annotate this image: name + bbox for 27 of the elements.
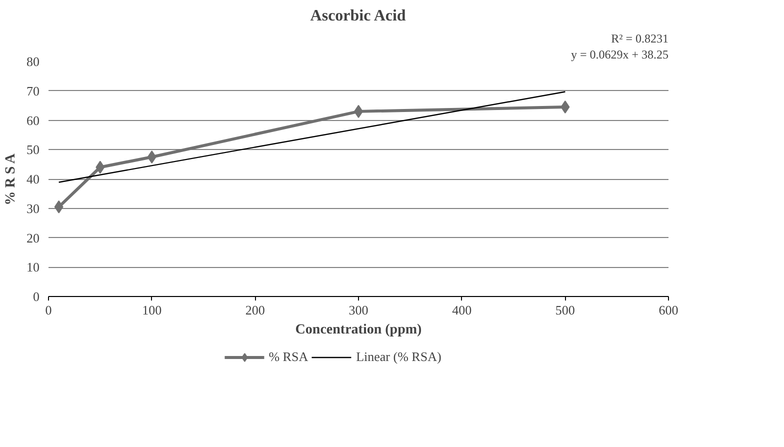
point [96,160,105,174]
x-tick-label: 400 [452,302,472,318]
x-axis-title: Concentration (ppm) [295,322,422,338]
point [54,200,64,214]
y-tick-label: 10 [26,260,40,275]
y-tick-label: 40 [26,172,40,186]
y-tick-label: 60 [26,112,40,128]
y-tick-label: 30 [26,200,40,216]
y-tick-label: 80 [26,54,40,69]
y-tick-label: 20 [26,230,40,246]
x-tick-label: 500 [555,302,575,318]
point [147,150,156,164]
y-tick-label: 50 [26,142,40,158]
text: R² = 0.8231 [611,32,669,46]
chart-title: Ascorbic Acid [310,8,406,24]
annotation: y = 0.0629x + 38.25 [570,48,669,62]
x-tick-label: 200 [245,302,265,318]
y-tick-label: 0 [33,289,40,304]
x-tick-label: 300 [348,302,368,318]
point [560,100,570,114]
y-axis-title: % R S A [4,152,18,206]
x-tick-label: 0 [45,302,52,318]
y-tick-label: 70 [26,83,40,98]
legend-label: Linear (% RSA) [356,349,442,365]
legend-label: % RSA [268,349,308,365]
x-tick-label: 600 [658,302,678,318]
x-tick-label: 100 [142,302,162,318]
